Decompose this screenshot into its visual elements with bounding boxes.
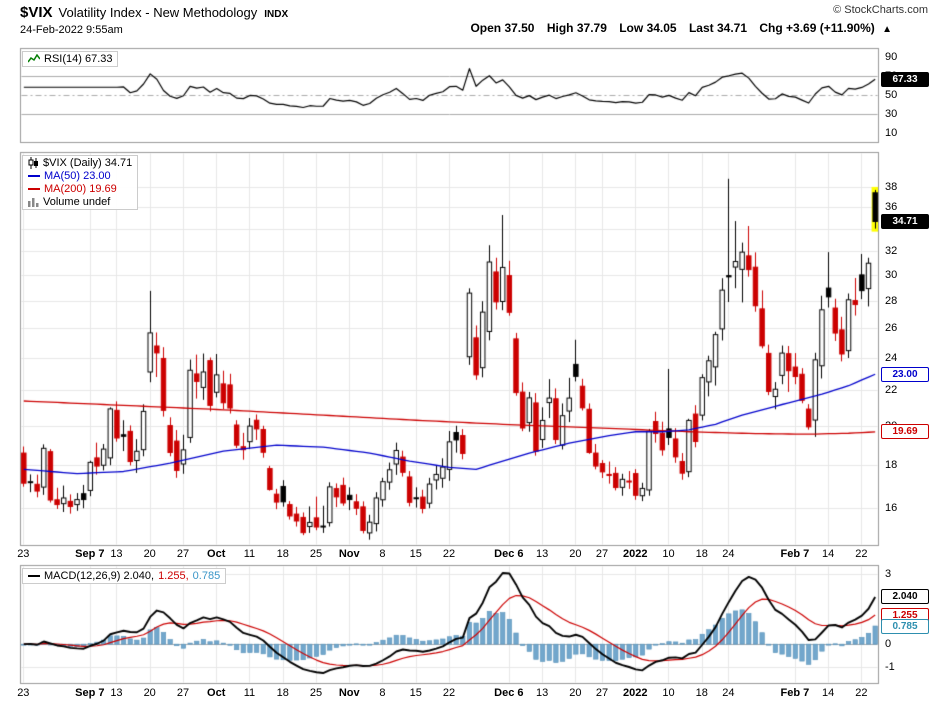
ma200-value-badge: 19.69 bbox=[881, 424, 929, 440]
rsi-legend-label: RSI(14) 67.33 bbox=[44, 53, 113, 65]
macd-hist-legend-label: 0.785 bbox=[192, 570, 221, 582]
macd-value-badge: 2.040 bbox=[881, 589, 929, 605]
chg-label: Chg bbox=[759, 21, 783, 35]
main-legend: $VIX (Daily) 34.71 MA(50) 23.00 MA(200) … bbox=[22, 155, 139, 210]
high-label: High bbox=[546, 21, 574, 35]
macd-legend-label: MACD(12,26,9) 2.040, bbox=[44, 570, 155, 582]
symbol-label: $VIX bbox=[20, 4, 53, 21]
chart-datetime: 24-Feb-2022 9:55am bbox=[20, 24, 123, 36]
macd-legend: MACD(12,26,9) 2.040, 1.255, 0.785 bbox=[22, 568, 227, 584]
open-label: Open bbox=[470, 21, 502, 35]
open-value: 37.50 bbox=[504, 21, 535, 35]
last-label: Last bbox=[688, 21, 714, 35]
change-direction-arrow: ▲ bbox=[882, 24, 892, 35]
exchange-label: INDX bbox=[264, 9, 289, 20]
histogram-value-badge: 0.785 bbox=[881, 618, 929, 634]
ma50-line-icon bbox=[28, 175, 40, 177]
ma50-value-badge: 23.00 bbox=[881, 366, 929, 382]
symbol-legend-label: $VIX (Daily) 34.71 bbox=[43, 157, 133, 169]
volume-legend-label: Volume undef bbox=[43, 196, 111, 208]
candlestick-icon bbox=[28, 157, 39, 169]
copyright-link[interactable]: © StockCharts.com bbox=[833, 4, 928, 16]
ma200-legend-label: MA(200) 19.69 bbox=[44, 183, 117, 195]
low-value: 34.05 bbox=[646, 21, 677, 35]
rsi-value-badge: 67.33 bbox=[881, 71, 929, 87]
rsi-legend: RSI(14) 67.33 bbox=[22, 51, 119, 67]
chg-value: +3.69 (+11.90%) bbox=[786, 21, 875, 35]
macd-signal-legend-label: 1.255, bbox=[158, 570, 189, 582]
instrument-name: Volatility Index - New Methodology bbox=[58, 5, 258, 20]
macd-line-icon bbox=[28, 575, 40, 577]
ma200-line-icon bbox=[28, 188, 40, 190]
low-label: Low bbox=[619, 21, 644, 35]
last-value: 34.71 bbox=[716, 21, 747, 35]
rsi-indicator-icon bbox=[28, 54, 40, 64]
last-price-badge: 34.71 bbox=[881, 213, 929, 229]
quote-summary: Open 37.50 High 37.79 Low 34.05 Last 34.… bbox=[461, 21, 892, 35]
volume-bars-icon bbox=[28, 197, 39, 207]
high-value: 37.79 bbox=[576, 21, 607, 35]
ma50-legend-label: MA(50) 23.00 bbox=[44, 170, 111, 182]
chart-title-row: $VIX Volatility Index - New Methodology IN… bbox=[20, 4, 288, 22]
